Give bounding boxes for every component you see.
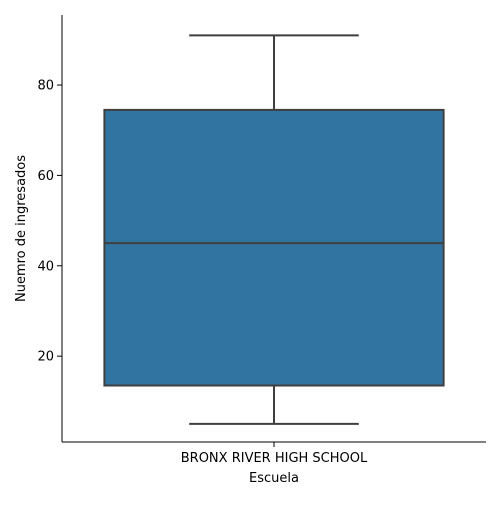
y-tick-label: 20 — [37, 350, 54, 365]
x-axis-ticks: BRONX RIVER HIGH SCHOOL — [181, 442, 368, 466]
x-tick-label: BRONX RIVER HIGH SCHOOL — [181, 451, 368, 466]
y-tick-label: 40 — [37, 259, 54, 274]
y-axis-label: Nuemro de ingresados — [14, 155, 29, 302]
box-item — [103, 34, 445, 425]
box-group — [103, 34, 445, 425]
x-axis-label: Escuela — [249, 471, 299, 486]
y-tick-label: 60 — [37, 169, 54, 184]
y-axis-ticks: 20 40 60 80 — [37, 79, 62, 365]
y-tick-label: 80 — [37, 79, 54, 94]
iqr-box — [103, 108, 445, 387]
